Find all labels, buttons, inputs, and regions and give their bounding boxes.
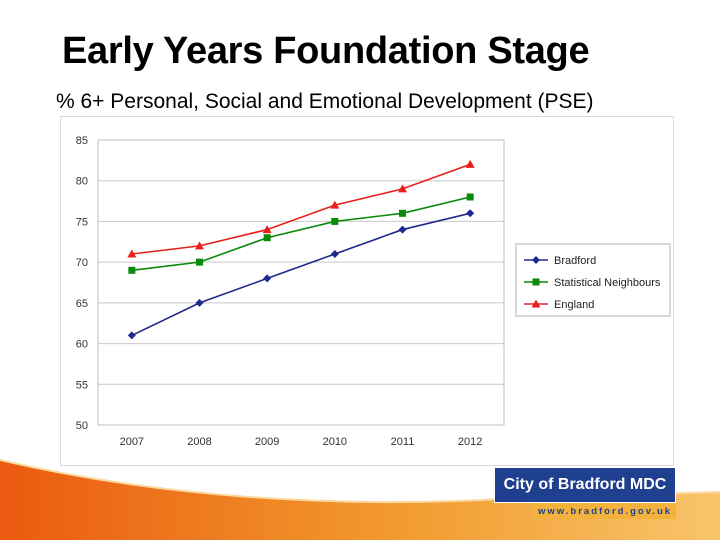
y-tick-label: 60 xyxy=(76,339,88,351)
y-tick-label: 75 xyxy=(76,216,88,228)
plot-area xyxy=(97,139,505,426)
legend-label: Statistical Neighbours xyxy=(554,277,661,289)
data-point-diamond xyxy=(330,250,339,258)
series-line-statistical-neighbours xyxy=(131,196,471,272)
data-point-square xyxy=(196,258,203,266)
y-tick-label: 55 xyxy=(76,379,88,391)
y-tick-label: 70 xyxy=(76,257,88,269)
data-point-triangle xyxy=(531,299,541,308)
data-point-square xyxy=(532,278,540,286)
y-tick-label: 85 xyxy=(76,135,88,147)
data-point-triangle xyxy=(195,241,204,250)
data-point-diamond xyxy=(398,225,407,234)
data-point-square xyxy=(128,266,136,274)
data-point-triangle xyxy=(262,225,272,234)
x-tick-label: 2007 xyxy=(120,436,144,448)
logo-url: www.bradford.gov.uk xyxy=(534,503,676,519)
legend-label: Bradford xyxy=(554,255,596,267)
series-line-england xyxy=(131,163,471,255)
data-point-square xyxy=(331,217,339,225)
data-point-diamond xyxy=(532,256,540,264)
x-tick-label: 2010 xyxy=(323,436,347,448)
data-point-diamond xyxy=(263,274,272,283)
slide-subtitle: % 6+ Personal, Social and Emotional Deve… xyxy=(56,90,594,113)
series-line-bradford xyxy=(131,212,471,337)
data-point-diamond xyxy=(127,331,136,340)
data-point-triangle xyxy=(330,200,340,209)
x-tick-label: 2008 xyxy=(187,436,211,448)
data-point-square xyxy=(399,209,406,217)
x-tick-label: 2012 xyxy=(458,436,482,448)
data-point-square xyxy=(466,193,474,201)
bradford-logo: City of Bradford MDC www.bradford.gov.uk xyxy=(494,467,676,519)
data-point-triangle xyxy=(398,184,407,193)
data-point-triangle xyxy=(465,159,475,168)
slide-title: Early Years Foundation Stage xyxy=(62,30,590,72)
data-point-diamond xyxy=(195,298,204,307)
x-tick-label: 2009 xyxy=(255,436,279,448)
x-tick-label: 2011 xyxy=(391,436,415,448)
chart-frame: 50 55 60 65 70 75 80 85 2007 2008 2009 2010 2011 2012… xyxy=(60,116,674,466)
logo-name: City of Bradford MDC xyxy=(494,467,676,503)
legend-label: England xyxy=(554,299,594,311)
line-chart: 50 55 60 65 70 75 80 85 2007 2008 2009 2010 2011 2012… xyxy=(76,135,671,448)
data-point-triangle xyxy=(127,249,137,258)
data-point-diamond xyxy=(466,209,475,218)
y-tick-label: 50 xyxy=(76,420,88,432)
y-tick-label: 80 xyxy=(76,176,88,188)
orange-swoosh-decoration xyxy=(0,459,720,540)
data-point-square xyxy=(263,234,271,242)
y-tick-label: 65 xyxy=(76,298,88,310)
